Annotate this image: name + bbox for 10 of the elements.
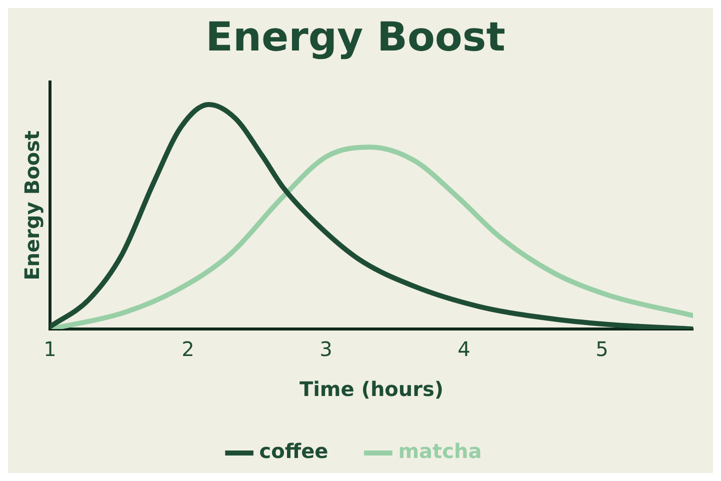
chart-title: Energy Boost <box>206 14 506 60</box>
x-tick-label: 2 <box>182 337 194 362</box>
legend-label: coffee <box>259 439 328 464</box>
x-axis-title: Time (hours) <box>299 377 444 402</box>
x-tick-label: 1 <box>44 337 56 362</box>
x-tick-label: 4 <box>458 337 470 362</box>
y-axis-title: Energy Boost <box>20 130 44 280</box>
x-tick-label: 3 <box>320 337 332 362</box>
x-tick-label: 5 <box>596 337 608 362</box>
legend-label: matcha <box>398 439 482 464</box>
